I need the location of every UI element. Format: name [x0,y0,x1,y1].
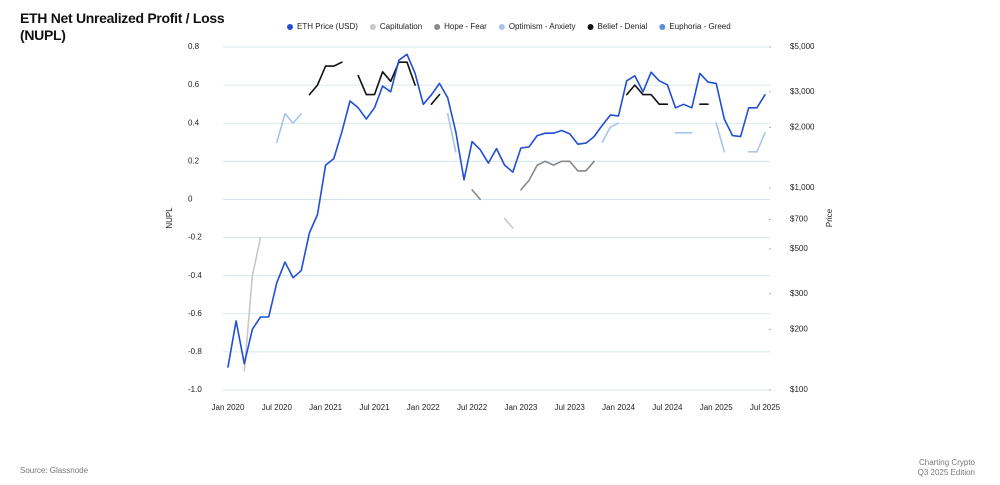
y-tick-label: 0.6 [188,80,200,89]
x-tick-label: Jan 2022 [407,403,440,412]
y-tick-label: 0.2 [188,156,200,165]
y-axis-label: NUPL [165,207,174,229]
series-line [244,219,740,371]
brand: Charting Crypto [918,458,975,467]
x-tick-label: Jul 2025 [750,403,781,412]
y2-tick-label: $300 [790,289,808,298]
legend-marker [369,24,376,30]
y2-tick-label: $1,000 [790,183,815,192]
y-tick-label: 0 [188,195,193,204]
source: Source: Glassnode [20,466,89,475]
series-line [308,61,709,105]
y-tick-label: 0.4 [188,118,200,127]
y-tick-label: 0.8 [188,42,200,51]
edition: Q3 2025 Edition [917,468,975,477]
legend-label: Belief - Denial [598,22,648,31]
legend-marker [587,24,594,30]
legend-marker [498,24,505,30]
y2-tick-label: $2,000 [790,122,815,131]
chart-title: ETH Net Unrealized Profit / Loss (NUPL) [20,10,225,43]
x-tick-label: Jul 2020 [262,403,293,412]
y2-tick-label: $100 [790,385,808,394]
legend-label: Optimism - Anxiety [509,22,576,31]
chart: NUPL Price -1.0 -0.8 -0.6 -0.4 -0.2 0 0.2 0.4 0.… [165,22,834,412]
legend-label: ETH Price (USD) [297,22,358,31]
legend-marker [434,24,441,30]
series-line [227,53,766,368]
y-tick-label: -0.6 [188,309,202,318]
series-line [276,112,766,153]
y-tick-label: -1.0 [188,385,202,394]
x-tick-label: Jan 2024 [602,403,635,412]
x-tick-label: Jul 2024 [652,403,683,412]
legend-label: Euphoria - Greed [669,22,730,31]
x-tick-label: Jan 2021 [309,403,342,412]
legend-marker [287,24,293,30]
y2-axis-label: Price [825,208,834,227]
y2-tick-label: $3,000 [790,87,815,96]
x-tick-label: Jul 2023 [555,403,586,412]
y2-tick-label: $500 [790,244,808,253]
legend-marker [659,24,666,30]
legend-label: Hope - Fear [444,22,487,31]
legend-label: Capitulation [380,22,422,31]
y2-tick-label: $200 [790,324,808,333]
x-tick-label: Jul 2022 [457,403,488,412]
x-tick-label: Jul 2021 [359,403,390,412]
x-tick-label: Jan 2025 [700,403,733,412]
x-tick-label: Jan 2023 [504,403,537,412]
y-tick-label: -0.4 [188,271,202,280]
y2-tick-label: $700 [790,214,808,223]
y-tick-label: -0.2 [188,233,202,242]
x-tick-label: Jan 2020 [212,403,245,412]
y2-tick-label: $5,000 [790,42,815,51]
y-tick-label: -0.8 [188,347,202,356]
series-line [472,161,732,199]
